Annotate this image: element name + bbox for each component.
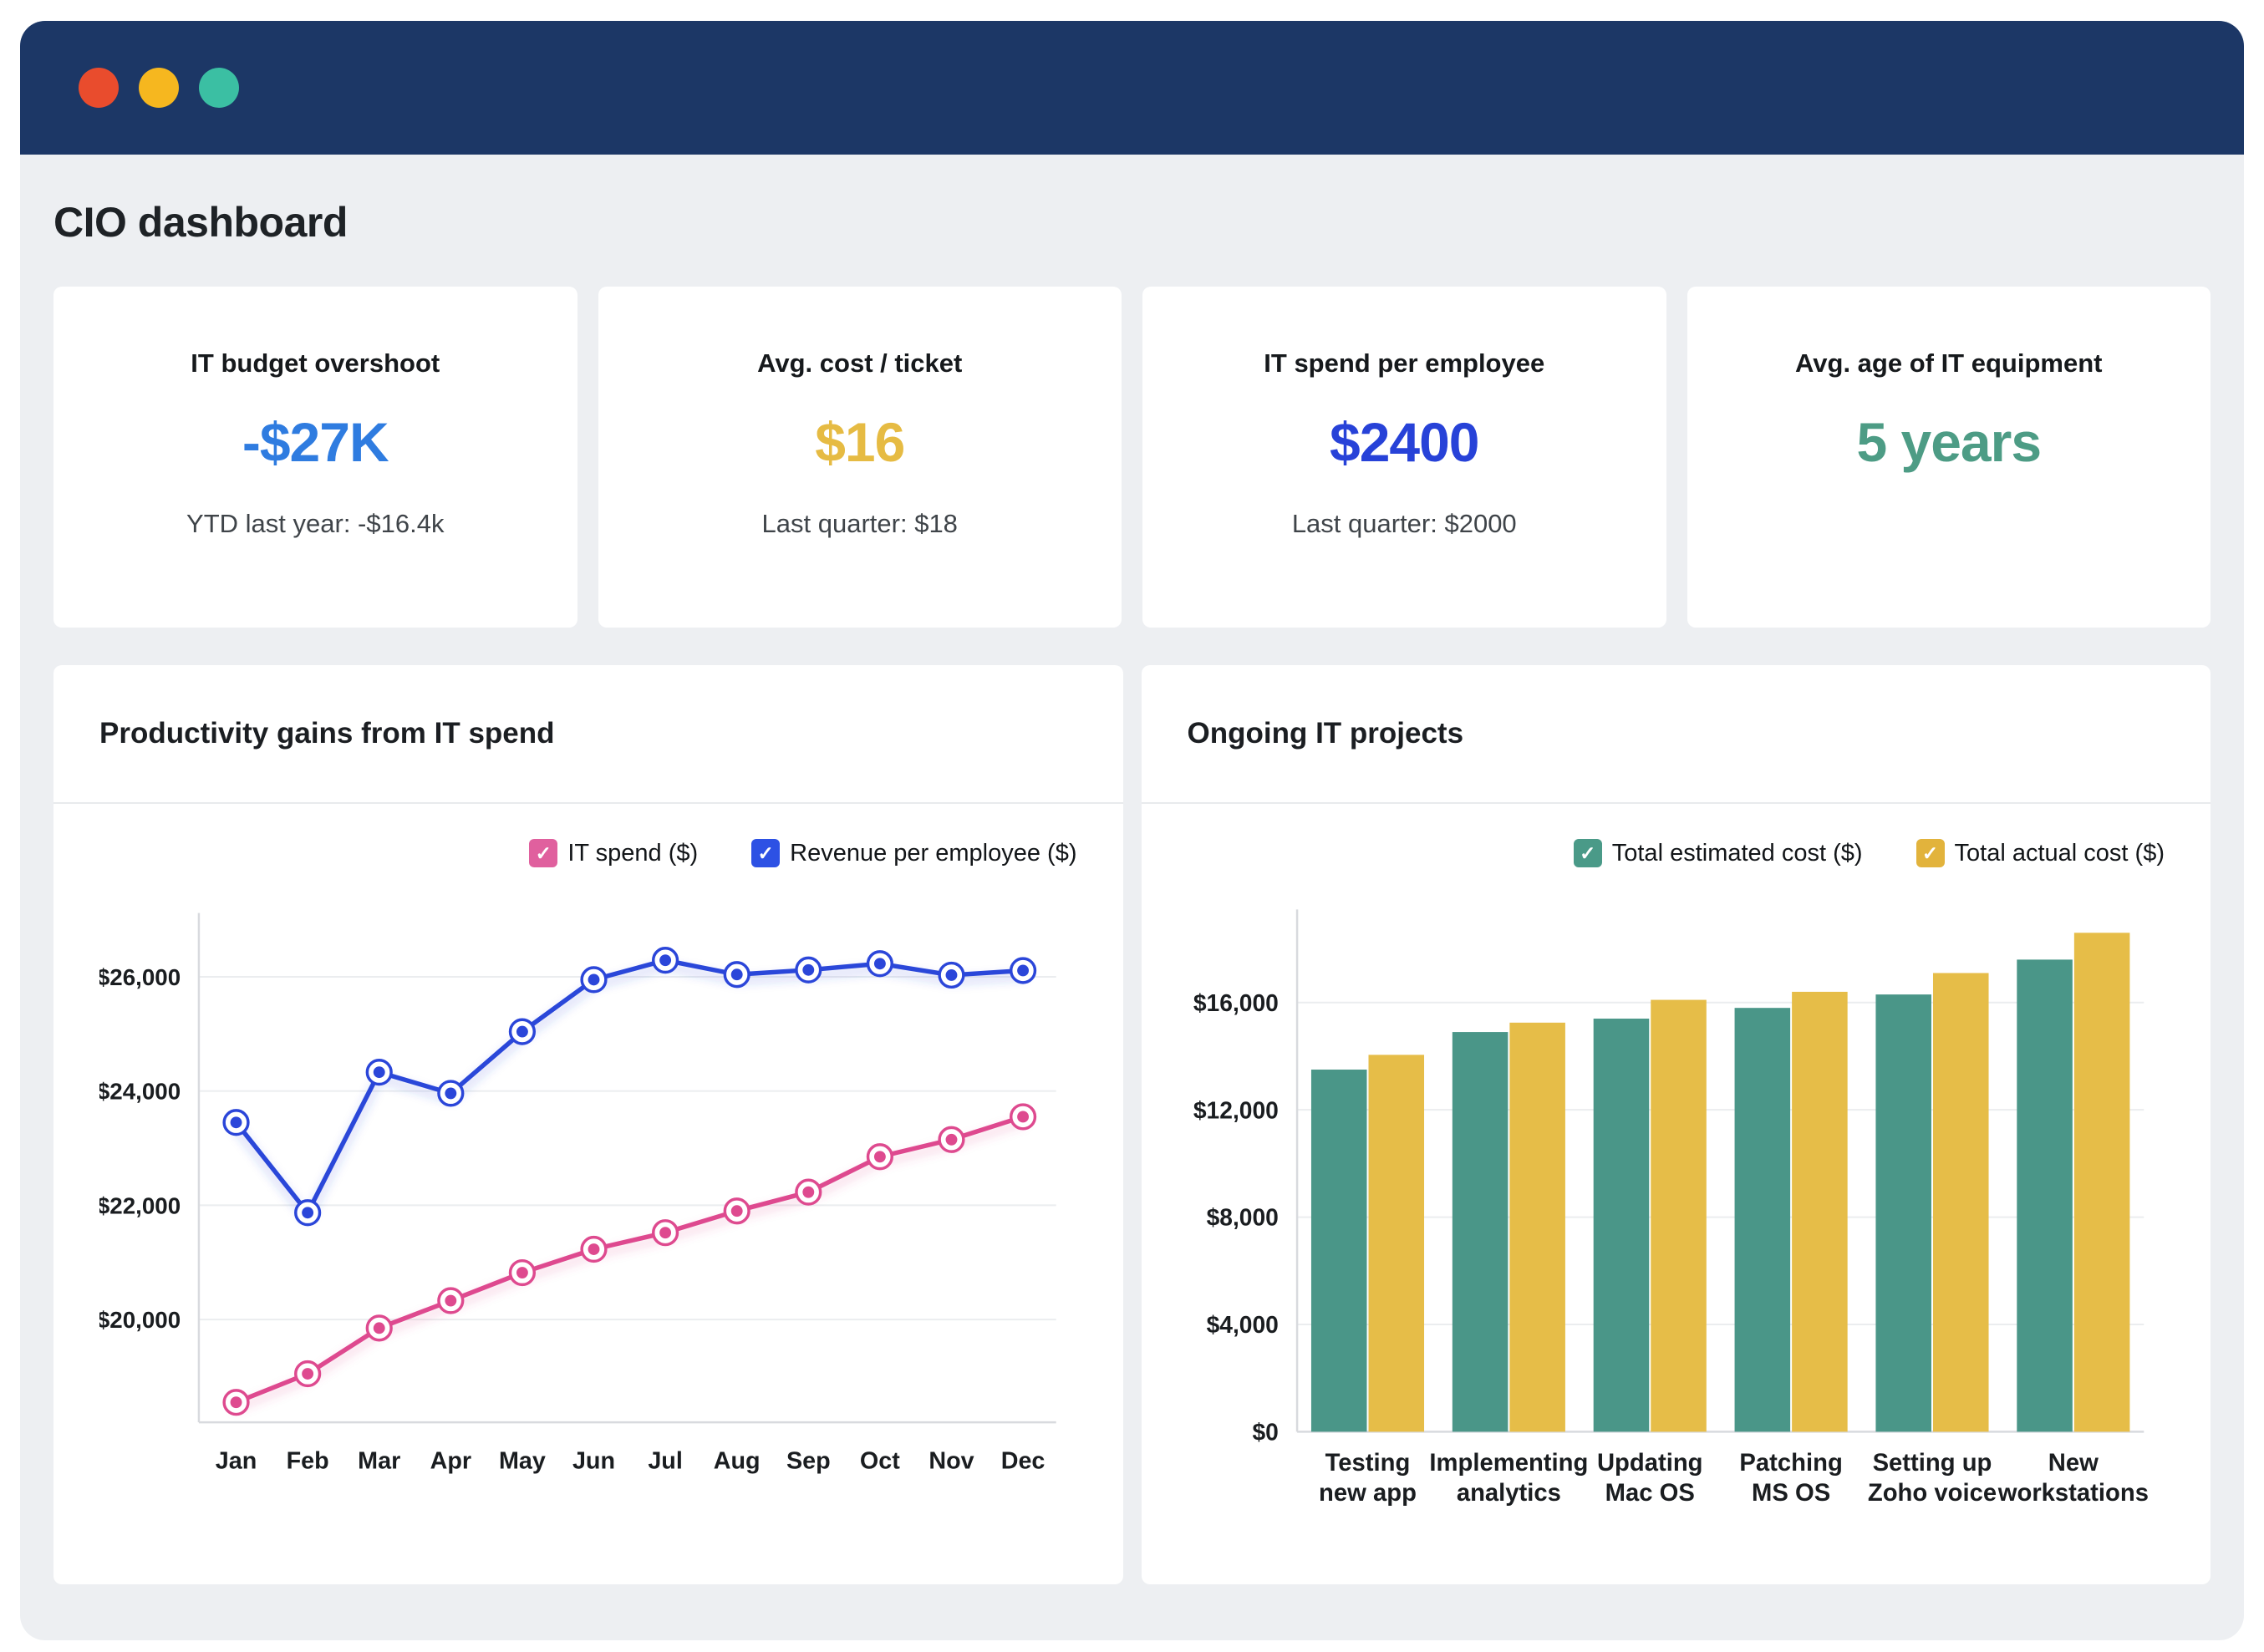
panel-header: Ongoing IT projects: [1141, 665, 2211, 804]
svg-text:Apr: Apr: [430, 1448, 472, 1475]
legend-label: Total estimated cost ($): [1611, 839, 1863, 867]
checkbox-checked-icon[interactable]: ✓: [529, 839, 558, 867]
kpi-subtext: Last quarter: $18: [761, 509, 958, 538]
checkbox-checked-icon[interactable]: ✓: [1573, 839, 1602, 867]
dashboard-content: CIO dashboard IT budget overshoot -$27K …: [20, 198, 2244, 1584]
kpi-value: 5 years: [1856, 411, 2042, 473]
svg-text:Jan: Jan: [216, 1448, 257, 1475]
svg-text:$22,000: $22,000: [99, 1192, 181, 1218]
svg-text:$0: $0: [1252, 1418, 1278, 1445]
svg-text:Mar: Mar: [358, 1448, 400, 1475]
svg-text:$26,000: $26,000: [99, 964, 181, 990]
panel-productivity-gains: Productivity gains from IT spend ✓ IT sp…: [53, 665, 1123, 1584]
kpi-title: IT spend per employee: [1264, 348, 1545, 378]
kpi-title: IT budget overshoot: [191, 348, 440, 378]
svg-text:Dec: Dec: [1001, 1448, 1046, 1475]
checkbox-checked-icon[interactable]: ✓: [751, 839, 781, 867]
svg-text:Aug: Aug: [714, 1448, 761, 1475]
line-chart-productivity: $20,000 $22,000 $24,000 $26,000 Jan Feb Mar Apr…: [99, 912, 1056, 1475]
legend-item-estimated-cost[interactable]: ✓ Total estimated cost ($): [1573, 839, 1863, 867]
checkbox-checked-icon[interactable]: ✓: [1915, 839, 1945, 867]
svg-text:Jul: Jul: [648, 1448, 683, 1475]
minimize-button[interactable]: [139, 68, 179, 108]
line-chart-legend: ✓ IT spend ($) ✓ Revenue per employee ($…: [99, 839, 1077, 867]
panel-title: Ongoing IT projects: [1187, 717, 1464, 750]
panel-header: Productivity gains from IT spend: [53, 665, 1123, 804]
svg-text:Jun: Jun: [572, 1448, 615, 1475]
maximize-button[interactable]: [199, 68, 239, 108]
charts-row: Productivity gains from IT spend ✓ IT sp…: [53, 665, 2211, 1584]
svg-text:Oct: Oct: [860, 1448, 900, 1475]
page-title: CIO dashboard: [53, 199, 348, 246]
window-titlebar: [20, 21, 2244, 155]
svg-text:$12,000: $12,000: [1193, 1096, 1278, 1123]
svg-text:$16,000: $16,000: [1193, 989, 1278, 1016]
svg-text:$4,000: $4,000: [1206, 1311, 1278, 1338]
legend-label: Revenue per employee ($): [790, 839, 1077, 867]
kpi-value: $2400: [1329, 411, 1480, 473]
kpi-row: IT budget overshoot -$27K YTD last year:…: [53, 287, 2211, 628]
legend-item-it-spend[interactable]: ✓ IT spend ($): [529, 839, 698, 867]
kpi-card-avg-age-equipment: Avg. age of IT equipment 5 years: [1687, 287, 2211, 628]
bar-chart-legend: ✓ Total estimated cost ($) ✓ Total actua…: [1188, 839, 2165, 867]
kpi-card-it-spend-per-employee: IT spend per employee $2400 Last quarter…: [1142, 287, 1666, 628]
svg-text:May: May: [499, 1448, 546, 1475]
svg-text:Sep: Sep: [786, 1448, 831, 1475]
panel-body: ✓ IT spend ($) ✓ Revenue per employee ($…: [53, 839, 1123, 1505]
kpi-value: -$27K: [242, 411, 389, 473]
close-button[interactable]: [79, 68, 119, 108]
legend-item-revenue-per-employee[interactable]: ✓ Revenue per employee ($): [751, 839, 1077, 867]
panel-body: ✓ Total estimated cost ($) ✓ Total actua…: [1142, 839, 2211, 1516]
svg-text:$20,000: $20,000: [99, 1307, 181, 1333]
kpi-value: $16: [815, 411, 905, 473]
kpi-card-avg-cost-ticket: Avg. cost / ticket $16 Last quarter: $18: [598, 287, 1122, 628]
kpi-subtext: Last quarter: $2000: [1291, 509, 1517, 538]
kpi-title: Avg. cost / ticket: [757, 348, 963, 378]
kpi-subtext: YTD last year: -$16.4k: [186, 509, 445, 538]
kpi-title: Avg. age of IT equipment: [1795, 348, 2103, 378]
legend-label: Total actual cost ($): [1954, 839, 2165, 867]
svg-text:Nov: Nov: [928, 1448, 974, 1475]
legend-label: IT spend ($): [567, 839, 699, 867]
legend-item-actual-cost[interactable]: ✓ Total actual cost ($): [1915, 839, 2165, 867]
panel-ongoing-projects: Ongoing IT projects ✓ Total estimated co…: [1141, 665, 2211, 1584]
app-window: CIO dashboard IT budget overshoot -$27K …: [20, 21, 2244, 1640]
panel-title: Productivity gains from IT spend: [99, 717, 555, 750]
kpi-card-it-budget-overshoot: IT budget overshoot -$27K YTD last year:…: [53, 287, 577, 628]
svg-text:$8,000: $8,000: [1206, 1204, 1278, 1231]
svg-text:$24,000: $24,000: [99, 1079, 181, 1105]
svg-text:Feb: Feb: [287, 1448, 329, 1475]
bar-chart-projects: $0 $4,000 $8,000 $12,000 $16,000 Testing new a…: [1193, 909, 2148, 1507]
